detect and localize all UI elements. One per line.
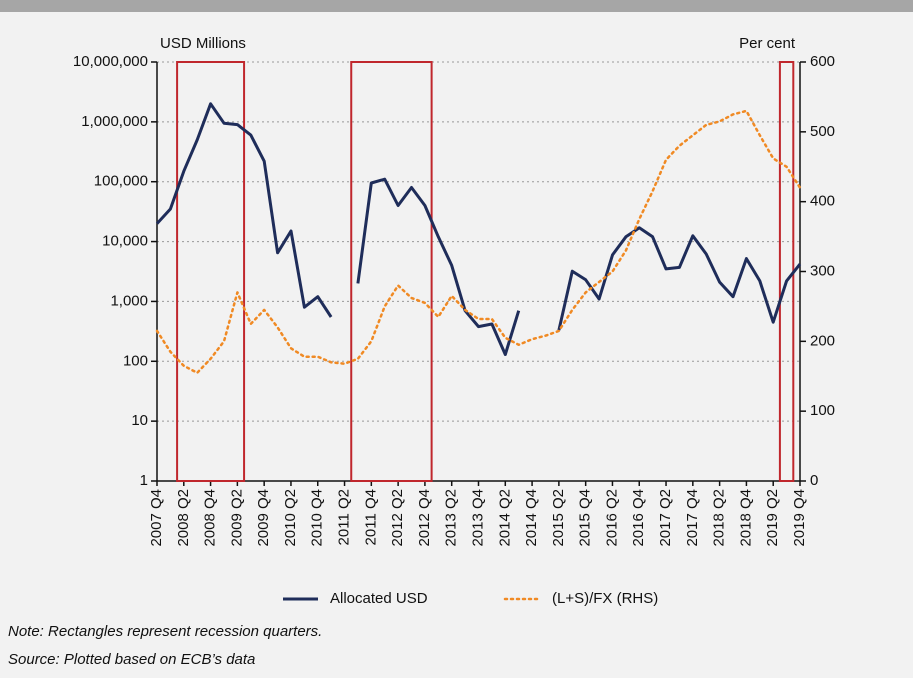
x-tick-label: 2009 Q4 bbox=[255, 489, 272, 547]
x-tick-label: 2008 Q2 bbox=[175, 489, 192, 547]
y2-tick-label: 0 bbox=[810, 472, 818, 489]
x-tick-label: 2019 Q4 bbox=[791, 489, 808, 547]
recession-box bbox=[176, 61, 246, 482]
series-line bbox=[155, 109, 802, 375]
x-tick-label: 2014 Q4 bbox=[523, 489, 540, 547]
x-tick-label: 2018 Q2 bbox=[711, 489, 728, 547]
x-tick-label: 2015 Q4 bbox=[577, 489, 594, 547]
x-tick-label: 2014 Q2 bbox=[496, 489, 513, 547]
y-tick-label: 1 bbox=[140, 472, 148, 489]
y2-tick-label: 200 bbox=[810, 332, 835, 349]
y2-tick-label: 400 bbox=[810, 193, 835, 210]
y2-axis-title: Per cent bbox=[739, 35, 796, 52]
x-tick-label: 2016 Q2 bbox=[603, 489, 620, 547]
top-band bbox=[0, 0, 913, 12]
series-line bbox=[155, 102, 802, 356]
x-tick-label: 2019 Q2 bbox=[764, 489, 781, 547]
x-tick-label: 2013 Q2 bbox=[443, 489, 460, 547]
x-tick-label: 2010 Q2 bbox=[282, 489, 299, 547]
y2-tick-label: 500 bbox=[810, 123, 835, 140]
x-tick-label: 2017 Q2 bbox=[657, 489, 674, 547]
y-tick-label: 10,000,000 bbox=[73, 53, 148, 70]
x-tick-label: 2012 Q4 bbox=[416, 489, 433, 547]
x-tick-label: 2008 Q4 bbox=[202, 489, 219, 547]
x-tick-label: 2016 Q4 bbox=[630, 489, 647, 547]
y-tick-label: 100 bbox=[123, 352, 148, 369]
y-tick-label: 1,000 bbox=[110, 292, 148, 309]
x-tick-label: 2009 Q2 bbox=[228, 489, 245, 547]
y-tick-label: 10,000 bbox=[102, 233, 148, 250]
legend-label: Allocated USD bbox=[330, 590, 428, 607]
x-tick-label: 2011 Q4 bbox=[362, 489, 379, 545]
x-tick-label: 2015 Q2 bbox=[550, 489, 567, 547]
recession-box bbox=[350, 61, 433, 482]
y-tick-label: 10 bbox=[131, 412, 148, 429]
x-tick-label: 2018 Q4 bbox=[737, 489, 754, 547]
note: Note: Rectangles represent recession qua… bbox=[8, 623, 322, 640]
x-tick-label: 2013 Q4 bbox=[469, 489, 486, 547]
x-tick-label: 2012 Q2 bbox=[389, 489, 406, 547]
y-tick-label: 1,000,000 bbox=[81, 113, 148, 130]
y2-tick-label: 100 bbox=[810, 402, 835, 419]
x-tick-label: 2017 Q4 bbox=[684, 489, 701, 547]
note: Source: Plotted based on ECB’s data bbox=[8, 651, 255, 668]
y2-tick-label: 300 bbox=[810, 262, 835, 279]
x-tick-label: 2011 Q2 bbox=[336, 489, 353, 545]
recession-box bbox=[778, 61, 795, 482]
x-tick-label: 2010 Q4 bbox=[309, 489, 326, 547]
y-tick-label: 100,000 bbox=[94, 173, 148, 190]
y-axis-title: USD Millions bbox=[160, 35, 246, 52]
legend-label: (L+S)/FX (RHS) bbox=[552, 590, 658, 607]
x-tick-label: 2007 Q4 bbox=[148, 489, 165, 547]
y2-tick-label: 600 bbox=[810, 53, 835, 70]
